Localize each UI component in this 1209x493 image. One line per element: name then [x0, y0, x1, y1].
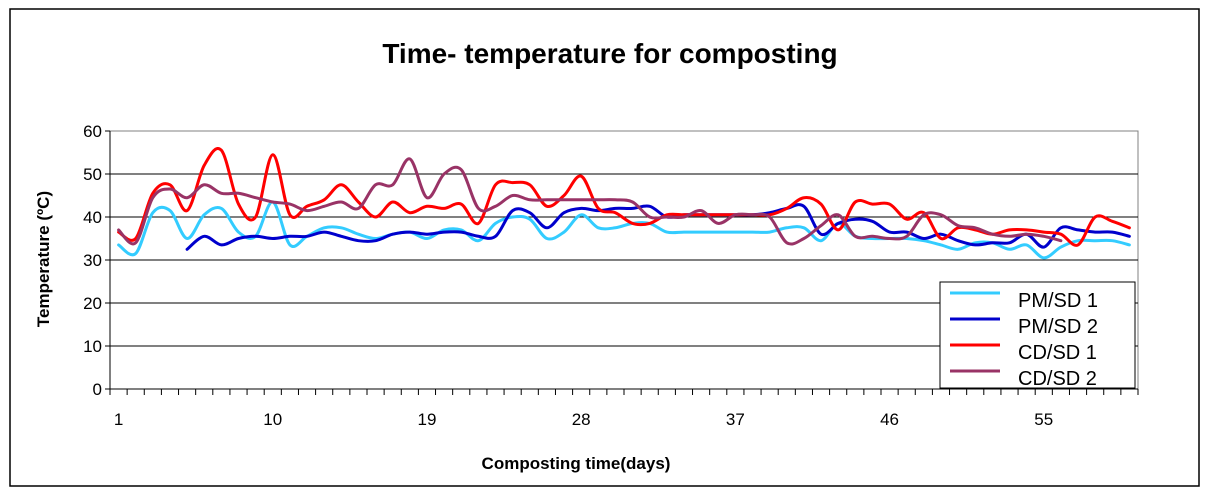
x-tick-label: 37 [726, 410, 745, 429]
y-tick-labels: 0 10 20 30 40 50 60 [83, 122, 102, 399]
series-line-4 [117, 157, 1063, 246]
x-tick-label: 10 [263, 410, 282, 429]
series-line-2 [185, 203, 1131, 251]
y-tick-label: 30 [83, 251, 102, 270]
y-tick-label: 0 [93, 380, 102, 399]
x-axis-title: Composting time(days) [482, 454, 671, 473]
series-line-3 [117, 147, 1131, 247]
x-tick-label: 1 [114, 410, 123, 429]
x-tick-label: 19 [418, 410, 437, 429]
y-tick-label: 10 [83, 337, 102, 356]
x-tick-label: 55 [1034, 410, 1053, 429]
legend-label: CD/SD 2 [1018, 368, 1097, 390]
x-tick-label: 28 [572, 410, 591, 429]
axes [105, 130, 1139, 395]
legend-label: PM/SD 1 [1018, 290, 1098, 312]
legend: PM/SD 1 PM/SD 2 CD/SD 1 CD/SD 2 [939, 281, 1136, 390]
legend-label: PM/SD 2 [1018, 316, 1098, 338]
x-tick-labels: 1 10 19 28 37 46 55 [114, 410, 1053, 429]
y-tick-label: 20 [83, 294, 102, 313]
series-line-1 [117, 200, 1131, 260]
series-lines [117, 147, 1131, 260]
x-tick-label: 46 [880, 410, 899, 429]
legend-label: CD/SD 1 [1018, 342, 1097, 364]
chart-title: Time- temperature for composting [382, 38, 837, 69]
y-tick-label: 40 [83, 208, 102, 227]
y-tick-label: 50 [83, 165, 102, 184]
y-axis-title: Temperature (ºC) [34, 191, 53, 327]
y-tick-label: 60 [83, 122, 102, 141]
